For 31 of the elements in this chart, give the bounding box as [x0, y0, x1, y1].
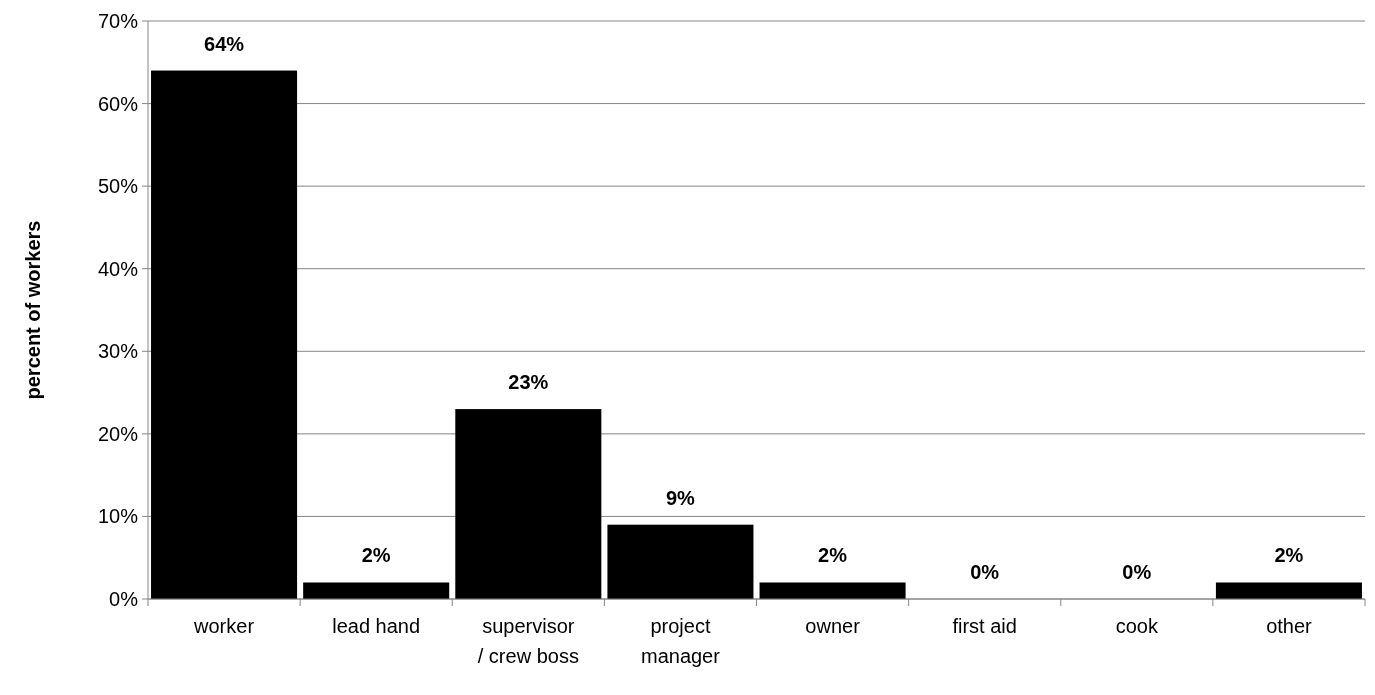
bar — [1215, 582, 1362, 599]
y-tick-label: 60% — [97, 92, 139, 115]
data-label: 64% — [204, 32, 245, 55]
data-label: 0% — [970, 561, 1000, 583]
y-tick-label: 0% — [109, 588, 139, 610]
y-tick-label: 70% — [97, 10, 139, 32]
x-tick-label: lead hand — [332, 615, 421, 637]
y-axis-title: percent of workers — [22, 220, 44, 400]
x-tick-label: owner — [805, 615, 861, 637]
x-tick-label: supervisor / crew boss — [477, 615, 579, 667]
data-label: 2% — [361, 544, 391, 567]
bar — [151, 70, 298, 599]
x-tick-label: worker — [193, 615, 255, 637]
data-label: 23% — [508, 371, 549, 394]
data-label: 0% — [1122, 561, 1152, 583]
bar — [607, 524, 754, 599]
y-tick-label: 40% — [97, 257, 139, 280]
y-tick-label: 20% — [97, 422, 139, 445]
x-tick-label: project manager — [640, 615, 721, 667]
bar — [455, 409, 602, 599]
x-tick-label: cook — [1115, 615, 1159, 637]
bar — [303, 582, 450, 599]
data-label: 9% — [665, 486, 696, 509]
y-tick-label: 50% — [97, 175, 139, 198]
x-tick-label: first aid — [952, 615, 1017, 637]
y-tick-label: 10% — [97, 505, 139, 528]
data-label: 2% — [1274, 544, 1304, 567]
x-tick-label: other — [1266, 615, 1313, 637]
bar — [759, 582, 906, 599]
data-label: 2% — [818, 544, 848, 567]
y-tick-label: 30% — [97, 340, 139, 363]
